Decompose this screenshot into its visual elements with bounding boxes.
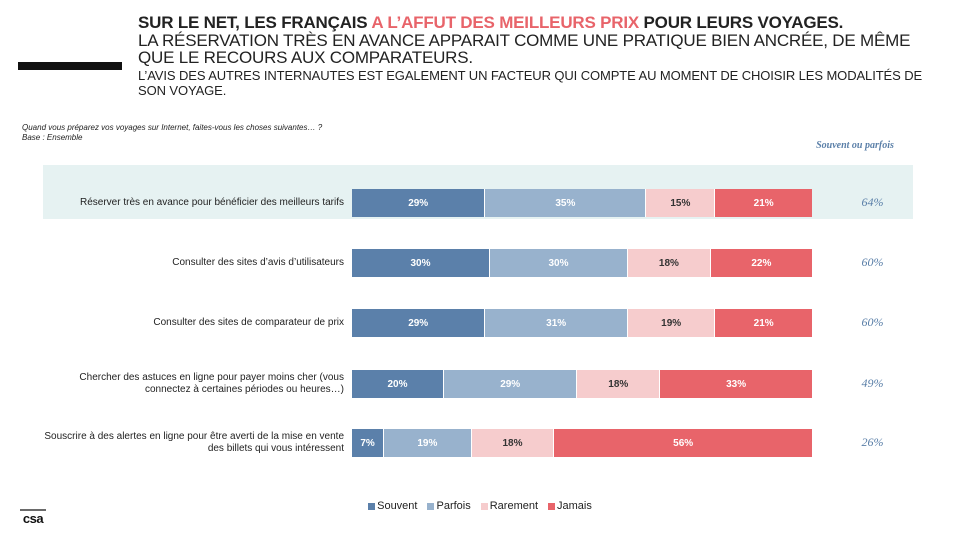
stacked-bar: 20% 29% 18% 33% xyxy=(352,370,812,398)
stacked-bar: 29% 31% 19% 21% xyxy=(352,309,812,337)
bar-segment-souvent: 30% xyxy=(352,249,490,277)
csa-logo: csa xyxy=(20,509,46,526)
bar-segment-jamais: 33% xyxy=(660,370,812,398)
bar-segment-parfois: 35% xyxy=(485,189,647,217)
row-label: Consulter des sites d’avis d’utilisateur… xyxy=(172,257,344,268)
souvent-parfois-value: 64% xyxy=(861,195,884,209)
title-line-1-accent: A L’AFFUT DES MEILLEURS PRIX xyxy=(371,13,640,32)
legend-swatch xyxy=(368,502,376,510)
legend-label: Jamais xyxy=(557,500,592,512)
souvent-parfois-value: 26% xyxy=(861,435,884,449)
bar-segment-parfois: 30% xyxy=(490,249,628,277)
legend-item-souvent: Souvent xyxy=(368,500,417,512)
bar-segment-rarement: 18% xyxy=(628,249,711,277)
logo-text: csa xyxy=(23,511,44,526)
base-text: Base : Ensemble xyxy=(22,133,83,142)
bar-segment-parfois: 29% xyxy=(444,370,578,398)
bar-segment-jamais: 22% xyxy=(710,249,812,277)
stacked-bar: 7% 19% 18% 56% xyxy=(352,429,812,457)
souvent-parfois-header: Souvent ou parfois xyxy=(816,140,894,151)
legend-swatch xyxy=(480,502,488,510)
title-line-1-end: POUR LEURS VOYAGES. xyxy=(639,13,844,32)
stacked-bar: 29% 35% 15% 21% xyxy=(352,189,812,217)
legend-item-rarement: Rarement xyxy=(480,500,539,512)
souvent-parfois-value: 49% xyxy=(861,376,884,390)
chart-legend: Souvent Parfois Rarement Jamais xyxy=(0,500,960,512)
bar-segment-parfois: 31% xyxy=(485,309,628,337)
title-accent-bar xyxy=(18,62,122,70)
legend-label: Rarement xyxy=(489,500,539,512)
bar-segment-parfois: 19% xyxy=(384,429,472,457)
bar-segment-souvent: 20% xyxy=(352,370,444,398)
bar-segment-rarement: 19% xyxy=(627,309,716,337)
bar-segment-jamais: 21% xyxy=(715,189,812,217)
bar-segment-souvent: 29% xyxy=(352,189,486,217)
bar-segment-souvent: 29% xyxy=(352,309,486,337)
title-line-1: SUR LE NET, LES FRANÇAIS A L’AFFUT DES M… xyxy=(138,14,938,32)
row-label: Réserver très en avance pour bénéficier … xyxy=(79,197,344,208)
question-text: Quand vous préparez vos voyages sur Inte… xyxy=(22,123,323,132)
row-label: Chercher des astuces en ligne pour payer… xyxy=(79,372,344,395)
row-label: Souscrire à des alertes en ligne pour êt… xyxy=(44,431,344,454)
bar-segment-rarement: 15% xyxy=(646,189,716,217)
page-title: SUR LE NET, LES FRANÇAIS A L’AFFUT DES M… xyxy=(138,14,938,99)
question-note: Quand vous préparez vos voyages sur Inte… xyxy=(22,123,322,143)
title-line-1-start: SUR LE NET, LES FRANÇAIS xyxy=(138,13,372,32)
legend-swatch xyxy=(427,502,435,510)
title-line-3: L’AVIS DES AUTRES INTERNAUTES EST EGALEM… xyxy=(138,68,923,98)
bar-segment-rarement: 18% xyxy=(471,429,555,457)
legend-label: Parfois xyxy=(436,500,471,512)
legend-item-jamais: Jamais xyxy=(548,500,592,512)
stacked-bar: 30% 30% 18% 22% xyxy=(352,249,812,277)
bar-segment-jamais: 21% xyxy=(715,309,812,337)
row-label: Consulter des sites de comparateur de pr… xyxy=(153,317,344,328)
souvent-parfois-value: 60% xyxy=(861,255,884,269)
legend-swatch xyxy=(548,502,556,510)
bar-segment-souvent: 7% xyxy=(352,429,385,457)
legend-label: Souvent xyxy=(377,500,418,512)
bar-segment-jamais: 56% xyxy=(554,429,812,457)
bar-segment-rarement: 18% xyxy=(577,370,661,398)
legend-item-parfois: Parfois xyxy=(427,500,471,512)
souvent-parfois-value: 60% xyxy=(861,315,884,329)
title-line-2: LA RÉSERVATION TRÈS EN AVANCE APPARAIT C… xyxy=(138,31,911,67)
